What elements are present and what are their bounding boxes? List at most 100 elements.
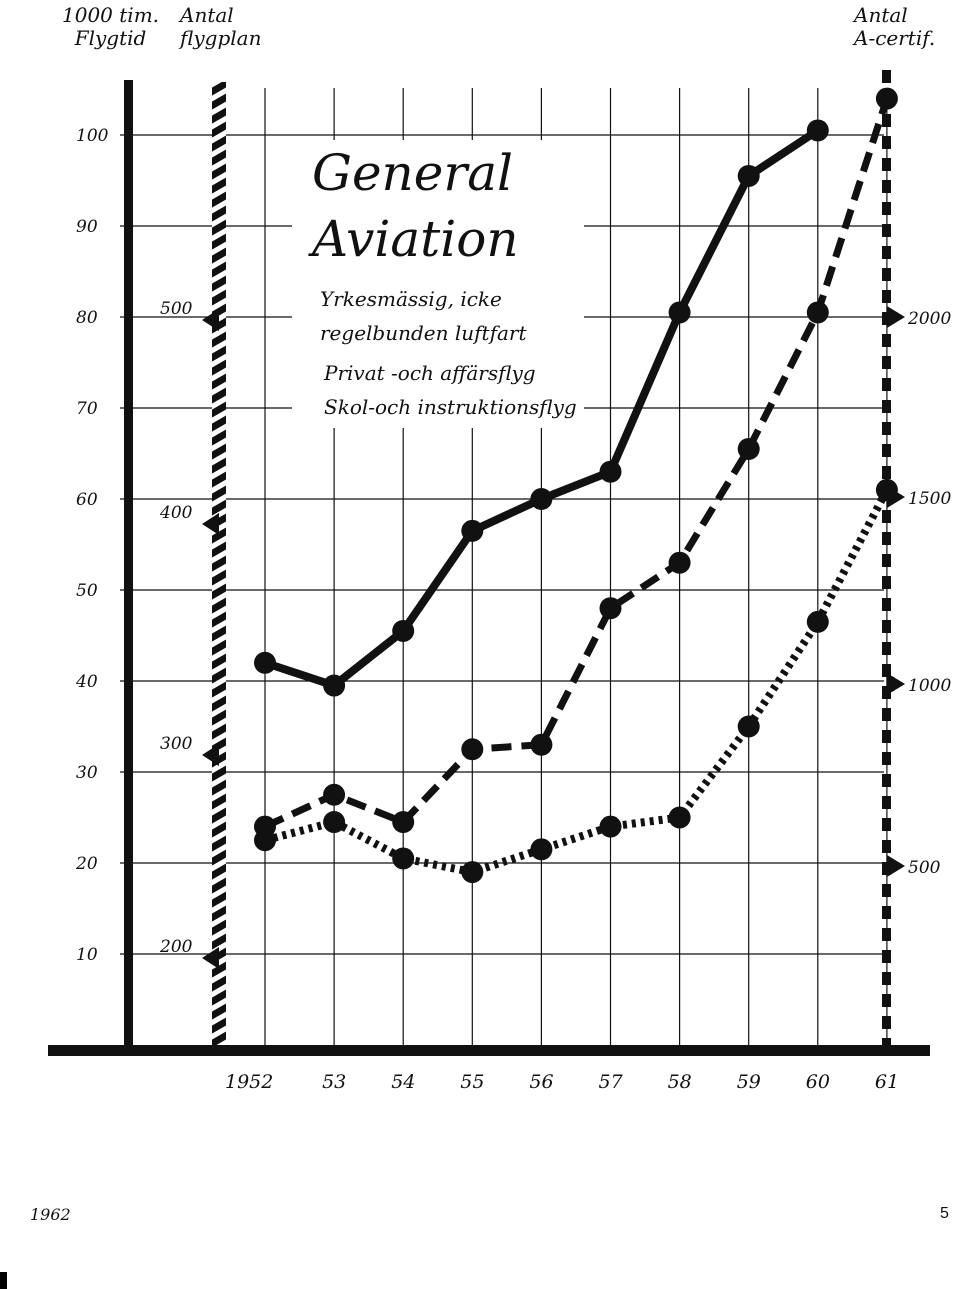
certificates-axis-dash <box>882 158 891 171</box>
certificates-axis-dash <box>882 818 891 831</box>
planes-tick-500: 500 <box>160 299 193 319</box>
planes-tick-200: 200 <box>159 937 193 957</box>
flight-hours-tick-90: 90 <box>76 217 98 237</box>
x-tick-59: 59 <box>737 1071 761 1093</box>
x-tick-1952: 1952 <box>225 1071 273 1093</box>
series-1-point-3 <box>392 619 415 642</box>
certificates-tick-marker-2000 <box>887 306 905 328</box>
series-3-point-10 <box>875 478 898 501</box>
series-3-line <box>263 488 891 877</box>
series-2-point-6 <box>599 597 622 620</box>
certificates-axis-dash <box>882 532 891 545</box>
series-2-line <box>263 97 891 830</box>
certificates-tick-marker-500 <box>887 855 905 877</box>
series-2-point-5 <box>530 733 553 756</box>
series-3 <box>254 478 898 884</box>
certificates-axis-dash <box>882 884 891 897</box>
series-1-point-2 <box>323 674 346 697</box>
flight-hours-tick-40: 40 <box>75 672 98 692</box>
series-1-point-5 <box>530 488 553 510</box>
legend-box: General Aviation Yrkesmässig, icke regel… <box>292 140 584 428</box>
certificates-axis-header: Antal A-certif. <box>854 4 935 50</box>
certificates-axis-dash <box>882 378 891 391</box>
certificates-axis-dash <box>882 554 891 567</box>
series-1-point-6 <box>599 460 622 483</box>
certificates-tick-1000: 1000 <box>908 676 951 696</box>
legend-series-1-line-2: regelbunden luftfart <box>320 321 527 345</box>
planes-tick-400: 400 <box>159 503 193 523</box>
legend-series-3: Skol-och instruktionsflyg <box>324 395 577 419</box>
planes-axis-label-1: Antal <box>180 3 234 27</box>
series-2-point-7 <box>668 551 691 574</box>
series-2-point-9 <box>806 301 829 324</box>
chart-title-line-2: Aviation <box>308 210 519 268</box>
certificates-axis-dash <box>882 862 891 875</box>
certificates-tick-marker-1000 <box>887 673 905 695</box>
certificates-axis-dash <box>882 620 891 633</box>
certificates-tick-500: 500 <box>908 858 941 878</box>
flight-hours-tick-100: 100 <box>76 126 109 146</box>
series-1-point-1 <box>254 651 276 674</box>
page-number: 5 <box>940 1205 949 1222</box>
certificates-axis-dash <box>882 708 891 721</box>
x-tick-61: 61 <box>875 1071 899 1093</box>
planes-tick-marker-500 <box>202 309 219 331</box>
certificates-axis-dash <box>882 972 891 985</box>
series-3-point-8 <box>737 715 760 738</box>
series-1-point-8 <box>737 164 760 187</box>
x-tick-57: 57 <box>599 1071 624 1093</box>
certificates-axis-dash <box>882 664 891 677</box>
flight-hours-axis-line <box>124 80 133 1045</box>
certificates-axis-dash <box>882 950 891 963</box>
planes-axis-label-2: flygplan <box>180 26 262 50</box>
x-axis-baseline <box>48 1045 930 1056</box>
planes-tick-marker-200 <box>202 947 219 969</box>
flight-hours-tick-30: 30 <box>76 763 98 783</box>
certificates-tick-2000: 2000 <box>907 309 951 329</box>
x-tick-53: 53 <box>322 1071 346 1093</box>
series-1-point-4 <box>461 519 484 542</box>
certificates-axis-label-2: A-certif. <box>854 26 936 50</box>
certificates-axis-label-1: Antal <box>854 3 908 27</box>
certificates-axis-dash <box>882 224 891 237</box>
legend-background <box>292 140 584 428</box>
certificates-axis-dash <box>882 466 891 479</box>
certificates-axis-dash <box>882 752 891 765</box>
series-2-point-2 <box>323 783 346 806</box>
planes-axis-line <box>212 82 226 1045</box>
certificates-axis-dash <box>882 774 891 787</box>
series-1 <box>254 119 829 697</box>
flight-hours-tick-70: 70 <box>76 399 98 419</box>
certificates-axis-dash <box>882 422 891 435</box>
certificates-axis-dash <box>882 840 891 853</box>
series-1-point-7 <box>668 301 691 324</box>
certificates-axis-dash <box>882 1038 891 1051</box>
planes-axis-header: Antal flygplan <box>180 4 261 50</box>
planes-tick-marker-400 <box>202 513 219 535</box>
flight-hours-unit: 1000 tim. <box>62 3 160 27</box>
series-1-point-9 <box>806 119 829 142</box>
series-2-point-10 <box>875 87 898 110</box>
certificates-axis-dash <box>882 246 891 259</box>
certificates-axis-dash <box>882 114 891 127</box>
certificates-axis-dash <box>882 928 891 941</box>
x-tick-56: 56 <box>529 1071 553 1093</box>
x-tick-55: 55 <box>460 1071 484 1093</box>
legend-series-2: Privat -och affärsflyg <box>323 361 536 385</box>
legend-series-1-line-1: Yrkesmässig, icke <box>320 287 502 311</box>
tick-labels: 10 20 30 40 50 60 70 80 90 100 200 300 400 500 500 1000… <box>75 126 951 1093</box>
series-3-point-9 <box>806 610 829 633</box>
certificates-axis-dash <box>882 356 891 369</box>
planes-tick-300: 300 <box>160 734 193 754</box>
certificates-axis-dash <box>882 796 891 809</box>
series-2-point-3 <box>392 811 415 834</box>
certificates-axis-dash <box>882 334 891 347</box>
certificates-axis-dash <box>882 730 891 743</box>
certificates-axis-dash <box>882 686 891 699</box>
footer-year: 1962 <box>30 1205 71 1224</box>
series-2-point-8 <box>737 437 760 460</box>
series-3-point-4 <box>461 861 484 884</box>
x-tick-54: 54 <box>391 1071 415 1093</box>
certificates-axis-dash <box>882 598 891 611</box>
